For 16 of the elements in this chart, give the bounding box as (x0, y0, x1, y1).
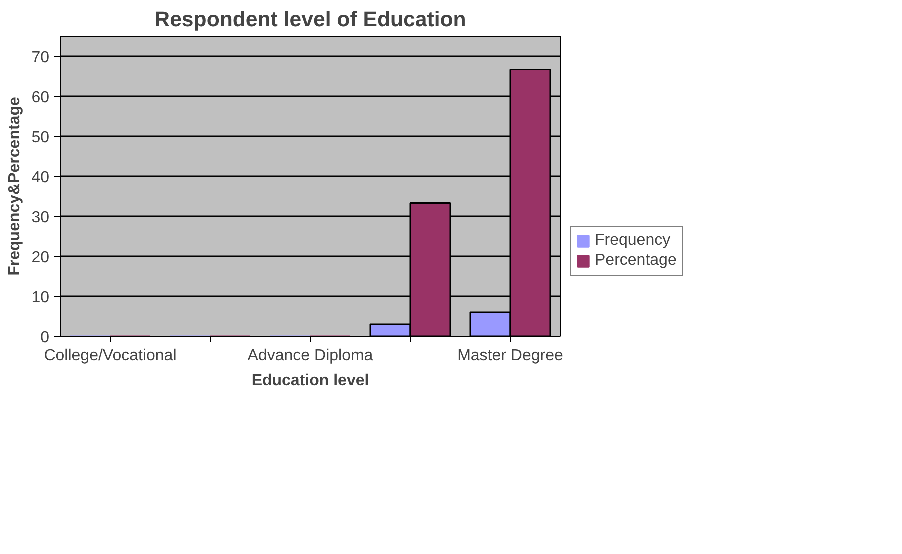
chart-title: Respondent level of Education (154, 8, 466, 32)
x-tick-label: College/Vocational (44, 348, 177, 364)
y-tick-label: 30 (32, 210, 50, 226)
x-tick-label: Master Degree (458, 348, 564, 364)
x-axis-title: Education level (252, 372, 370, 390)
legend-label: Frequency (595, 232, 671, 250)
y-tick-label: 0 (40, 330, 50, 346)
x-tick-label: Advance Diploma (248, 348, 374, 364)
y-tick-label: 50 (32, 130, 50, 146)
y-axis-title: Frequency&Percentage (6, 97, 24, 276)
y-tick-label: 20 (32, 250, 50, 266)
y-tick-label: 60 (32, 90, 50, 106)
y-tick-label: 10 (32, 290, 50, 306)
legend-label: Percentage (595, 252, 677, 270)
y-tick-label: 70 (32, 50, 50, 66)
y-tick-label: 40 (32, 170, 50, 186)
